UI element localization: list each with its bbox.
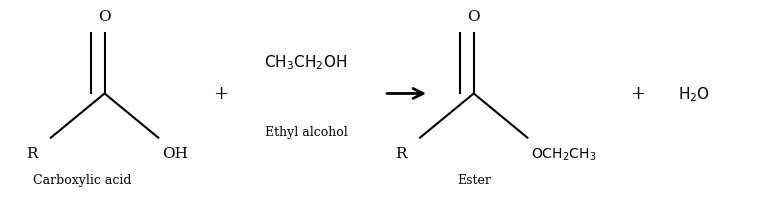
Text: +: + xyxy=(212,85,228,103)
Text: OH: OH xyxy=(162,146,188,160)
Text: Carboxylic acid: Carboxylic acid xyxy=(33,173,132,186)
Text: Ethyl alcohol: Ethyl alcohol xyxy=(265,125,347,139)
Text: R: R xyxy=(26,146,37,160)
Text: R: R xyxy=(395,146,406,160)
Text: O: O xyxy=(98,10,111,24)
Text: $\mathrm{H_2O}$: $\mathrm{H_2O}$ xyxy=(678,85,710,103)
Text: $\mathrm{OCH_2CH_3}$: $\mathrm{OCH_2CH_3}$ xyxy=(531,146,597,162)
Text: O: O xyxy=(467,10,480,24)
Text: $\mathrm{CH_3CH_2OH}$: $\mathrm{CH_3CH_2OH}$ xyxy=(264,53,348,71)
Text: +: + xyxy=(630,85,645,103)
Text: Ester: Ester xyxy=(457,173,491,186)
